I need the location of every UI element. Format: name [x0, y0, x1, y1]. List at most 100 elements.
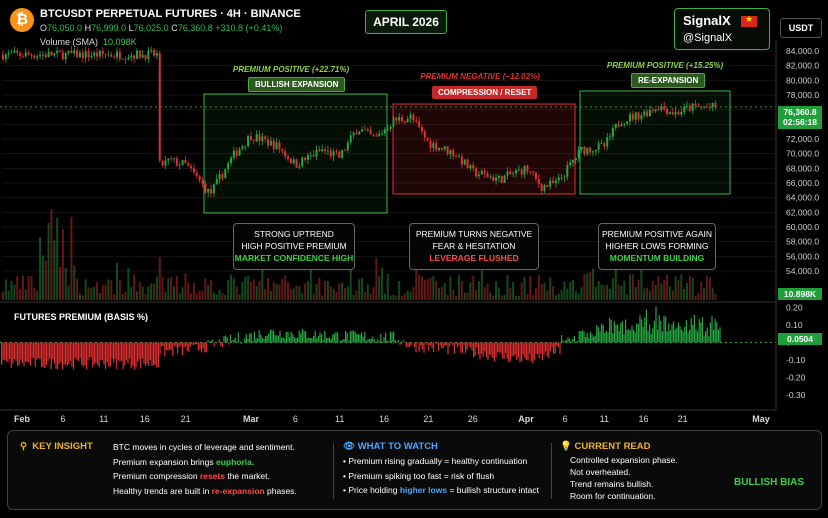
volume-bar	[192, 283, 195, 300]
candle-body	[235, 150, 238, 156]
premium-bar	[39, 342, 41, 359]
volume-bar	[218, 289, 221, 300]
candle-body	[577, 149, 580, 159]
premium-bar	[473, 342, 475, 358]
volume-bar	[7, 290, 10, 300]
candlesticks	[2, 46, 717, 197]
candle-body	[452, 150, 455, 157]
premium-bar	[221, 342, 223, 348]
premium-bar	[57, 342, 59, 370]
candle-body	[597, 143, 600, 150]
premium-bar	[554, 342, 556, 354]
premium-bar	[277, 335, 279, 343]
candle-body	[306, 155, 309, 160]
premium-bar	[55, 342, 57, 369]
premium-bar	[463, 342, 465, 346]
zone-3-label: PREMIUM POSITIVE (+15.25%)	[606, 61, 724, 70]
premium-bar	[524, 342, 526, 358]
premium-bar	[612, 333, 614, 343]
volume-bar	[295, 285, 298, 300]
volume-bar	[557, 293, 560, 300]
divider	[333, 443, 334, 499]
volume-bar	[135, 291, 138, 300]
candle-body	[170, 158, 173, 160]
volume-bar	[534, 288, 537, 300]
volume-bar	[646, 287, 649, 300]
premium-bar	[428, 342, 430, 351]
premium-bar	[113, 342, 115, 363]
premium-bar	[711, 316, 713, 343]
premium-bar	[663, 315, 665, 343]
volume-bar	[703, 287, 706, 300]
volume-bar	[329, 286, 332, 300]
symbol-title[interactable]: BTCUSDT PERPETUAL FUTURES · 4H · BINANCE	[40, 8, 301, 20]
premium-bar	[385, 332, 387, 343]
premium-bar	[597, 327, 599, 343]
premium-bar	[497, 342, 499, 353]
premium-bar	[81, 342, 83, 365]
premium-bar	[477, 342, 479, 355]
premium-bar	[447, 342, 449, 355]
premium-bar	[95, 342, 97, 363]
volume-bar	[224, 295, 227, 300]
candle-body	[201, 180, 204, 184]
candle-body	[309, 154, 312, 156]
zone-box-2	[392, 103, 576, 195]
volume-bar	[27, 276, 30, 300]
premium-bar	[410, 342, 412, 346]
premium-bar	[493, 342, 495, 362]
premium-bar	[425, 342, 427, 344]
premium-bar	[5, 342, 7, 362]
premium-bar	[45, 342, 47, 366]
premium-bar	[645, 309, 647, 343]
candle-body	[355, 133, 358, 135]
volume-bar	[332, 289, 335, 300]
premium-bar	[194, 342, 196, 345]
premium-bar	[209, 341, 211, 343]
premium-bar	[292, 334, 294, 343]
currency-badge[interactable]: USDT	[780, 18, 822, 38]
candle-body	[39, 55, 42, 57]
premium-bar	[386, 340, 388, 343]
premium-bar	[621, 321, 623, 343]
volume-bar	[173, 286, 175, 300]
volume-bar	[164, 291, 167, 300]
premium-bar	[637, 324, 639, 343]
premium-bar	[609, 317, 611, 343]
premium-bar	[322, 340, 324, 343]
premium-bar	[690, 318, 692, 343]
premium-bar	[492, 342, 494, 358]
volume-bar	[697, 293, 700, 300]
premium-bar	[196, 342, 198, 345]
volume-bar	[549, 277, 552, 300]
premium-bar	[191, 342, 193, 345]
candle-body	[515, 170, 517, 174]
premium-bar	[301, 328, 303, 343]
candle-body	[287, 156, 289, 159]
candle-body	[7, 52, 10, 55]
candle-body	[61, 52, 64, 60]
premium-bar	[1, 342, 3, 365]
volume-bar	[284, 275, 287, 300]
candle-body	[594, 149, 597, 152]
premium-bar	[465, 342, 467, 354]
premium-bar	[116, 342, 118, 370]
volume-bar	[161, 276, 164, 300]
volume-bar	[138, 281, 141, 300]
note-compression: PREMIUM TURNS NEGATIVE FEAR & HESITATION L…	[409, 223, 539, 270]
premium-bar	[92, 342, 94, 368]
candle-body	[623, 123, 626, 125]
premium-bar	[413, 342, 415, 347]
premium-bar	[241, 342, 243, 344]
candle-body	[668, 112, 671, 115]
candle-body	[497, 176, 500, 178]
volume-bar	[463, 292, 466, 300]
premium-bar	[613, 321, 615, 343]
candle-body	[534, 172, 537, 179]
volume-bar	[275, 283, 278, 300]
premium-bar	[669, 330, 671, 343]
candle-body	[526, 165, 529, 172]
premium-bar	[569, 338, 571, 343]
ohlc-readout: O76,050.0 H76,999.0 L76,025.0 C76,360.8 …	[40, 23, 283, 33]
premium-bar	[498, 342, 500, 353]
